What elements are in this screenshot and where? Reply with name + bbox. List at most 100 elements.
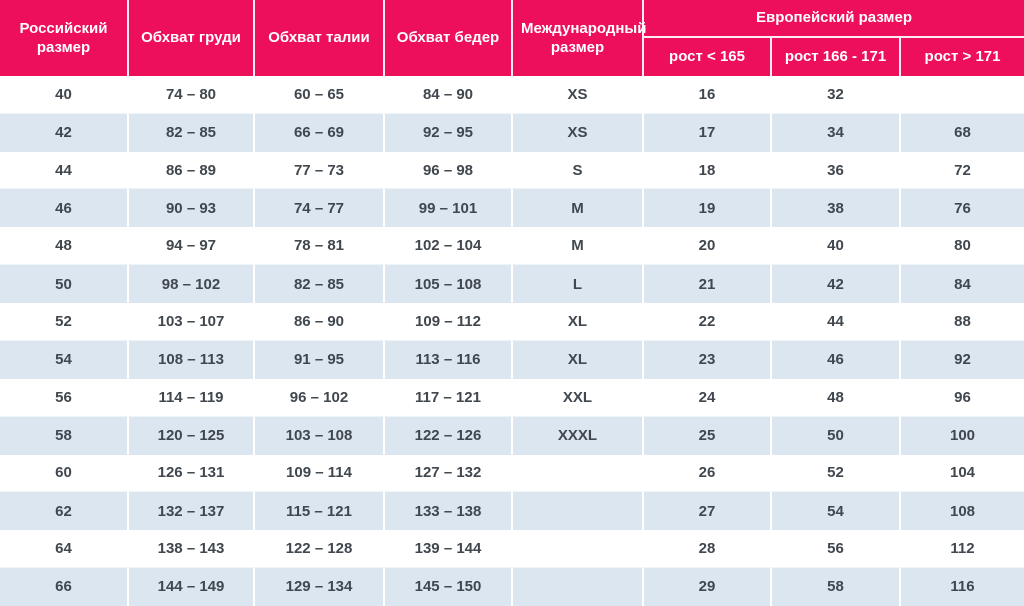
table-cell: 90 – 93: [127, 188, 253, 228]
table-cell: 96 – 98: [383, 151, 511, 189]
table-cell: 139 – 144: [383, 530, 511, 567]
table-cell: 56: [770, 530, 899, 567]
table-cell: 28: [642, 530, 770, 567]
table-cell: 74 – 80: [127, 76, 253, 113]
table-cell: 58: [770, 566, 899, 606]
table-cell: XXXL: [511, 415, 642, 455]
table-cell: XL: [511, 303, 642, 340]
table-cell: M: [511, 227, 642, 265]
table-row: 60 126 – 131 109 – 114 127 – 132 26 52 104: [0, 454, 1024, 492]
table-cell: 144 – 149: [127, 566, 253, 606]
table-cell: 48: [770, 378, 899, 416]
table-cell: 72: [899, 151, 1024, 189]
table-cell: M: [511, 188, 642, 228]
table-cell: 66 – 69: [253, 112, 383, 152]
table-cell: 122 – 126: [383, 415, 511, 455]
table-row: 46 90 – 93 74 – 77 99 – 101 M 19 38 76: [0, 188, 1024, 228]
header-european-size-group: Европейский размер: [642, 0, 1024, 38]
table-cell: 68: [899, 112, 1024, 152]
table-row: 54 108 – 113 91 – 95 113 – 116 XL 23 46 92: [0, 339, 1024, 379]
table-cell: 40: [0, 76, 127, 113]
table-cell: [899, 76, 1024, 113]
table-cell: 20: [642, 227, 770, 265]
table-cell: 92 – 95: [383, 112, 511, 152]
table-cell: 18: [642, 151, 770, 189]
table-cell: XXL: [511, 378, 642, 416]
table-cell: 25: [642, 415, 770, 455]
table-cell: 127 – 132: [383, 454, 511, 492]
table-cell: 109 – 112: [383, 303, 511, 340]
table-cell: 64: [0, 530, 127, 567]
table-cell: 126 – 131: [127, 454, 253, 492]
table-cell: 22: [642, 303, 770, 340]
table-cell: 112: [899, 530, 1024, 567]
table-cell: 86 – 89: [127, 151, 253, 189]
table-cell: 104: [899, 454, 1024, 492]
table-cell: 52: [770, 454, 899, 492]
table-cell: 103 – 108: [253, 415, 383, 455]
header-chest: Обхват груди: [127, 0, 253, 76]
table-header: Российский размер Обхват груди Обхват та…: [0, 0, 1024, 76]
table-cell: 105 – 108: [383, 264, 511, 304]
table-cell: 74 – 77: [253, 188, 383, 228]
table-cell: 40: [770, 227, 899, 265]
header-height-gt-171: рост > 171: [899, 38, 1024, 76]
table-cell: 27: [642, 491, 770, 531]
table-cell: 100: [899, 415, 1024, 455]
table-cell: 102 – 104: [383, 227, 511, 265]
table-cell: 62: [0, 491, 127, 531]
table-cell: 109 – 114: [253, 454, 383, 492]
table-cell: 99 – 101: [383, 188, 511, 228]
table-cell: 94 – 97: [127, 227, 253, 265]
table-cell: 42: [770, 264, 899, 304]
table-cell: 80: [899, 227, 1024, 265]
header-height-lt-165: рост < 165: [642, 38, 770, 76]
table-cell: 108 – 113: [127, 339, 253, 379]
table-cell: 82 – 85: [253, 264, 383, 304]
table-cell: 96 – 102: [253, 378, 383, 416]
table-cell: 122 – 128: [253, 530, 383, 567]
header-hips: Обхват бедер: [383, 0, 511, 76]
table-cell: 32: [770, 76, 899, 113]
table-cell: 145 – 150: [383, 566, 511, 606]
table-cell: 77 – 73: [253, 151, 383, 189]
table-cell: 54: [0, 339, 127, 379]
header-international-size: Международный размер: [511, 0, 646, 76]
table-cell: 78 – 81: [253, 227, 383, 265]
table-cell: 96: [899, 378, 1024, 416]
table-row: 52 103 – 107 86 – 90 109 – 112 XL 22 44 88: [0, 303, 1024, 340]
table-cell: 76: [899, 188, 1024, 228]
table-cell: 113 – 116: [383, 339, 511, 379]
table-cell: 42: [0, 112, 127, 152]
table-row: 56 114 – 119 96 – 102 117 – 121 XXL 24 48 96: [0, 378, 1024, 416]
table-cell: 120 – 125: [127, 415, 253, 455]
table-cell: 50: [0, 264, 127, 304]
header-height-166-171: рост 166 - 171: [770, 38, 899, 76]
table-cell: 46: [0, 188, 127, 228]
table-cell: 17: [642, 112, 770, 152]
table-cell: 16: [642, 76, 770, 113]
table-cell: XL: [511, 339, 642, 379]
table-cell: 84 – 90: [383, 76, 511, 113]
table-cell: 82 – 85: [127, 112, 253, 152]
table-row: 48 94 – 97 78 – 81 102 – 104 M 20 40 80: [0, 227, 1024, 265]
table-cell: [511, 530, 642, 567]
table-cell: 44: [0, 151, 127, 189]
table-row: 64 138 – 143 122 – 128 139 – 144 28 56 112: [0, 530, 1024, 567]
table-cell: 138 – 143: [127, 530, 253, 567]
table-cell: 108: [899, 491, 1024, 531]
table-cell: 86 – 90: [253, 303, 383, 340]
table-row: 66 144 – 149 129 – 134 145 – 150 29 58 116: [0, 566, 1024, 606]
table-cell: XS: [511, 76, 642, 113]
table-cell: 91 – 95: [253, 339, 383, 379]
table-cell: 66: [0, 566, 127, 606]
table-cell: 92: [899, 339, 1024, 379]
table-cell: 60 – 65: [253, 76, 383, 113]
table-cell: 115 – 121: [253, 491, 383, 531]
table-cell: 44: [770, 303, 899, 340]
table-row: 40 74 – 80 60 – 65 84 – 90 XS 16 32: [0, 76, 1024, 113]
table-cell: 29: [642, 566, 770, 606]
table-cell: 132 – 137: [127, 491, 253, 531]
table-cell: 21: [642, 264, 770, 304]
